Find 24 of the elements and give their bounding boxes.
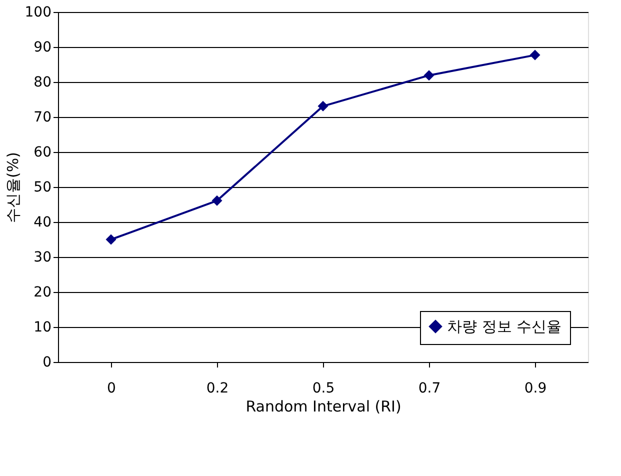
y-tick-label: 40: [34, 214, 52, 230]
x-tick-label: 0: [107, 380, 116, 396]
y-tick-label: 10: [34, 320, 52, 336]
x-tick-label: 0.5: [312, 380, 335, 396]
y-tick-label: 0: [42, 354, 52, 370]
legend-label: 차량 정보 수신율: [447, 318, 562, 336]
y-tick-label: 60: [34, 144, 52, 160]
y-tick-label: 20: [34, 284, 52, 300]
y-tick-label: 30: [34, 250, 52, 266]
y-tick-label: 70: [34, 110, 52, 126]
y-tick-label: 90: [34, 40, 52, 56]
x-tick-label: 0.2: [206, 380, 229, 396]
point: [318, 100, 328, 112]
x-tick-label: 0.9: [524, 380, 547, 396]
x-tick-label: 0.7: [418, 380, 441, 396]
y-tick-label: 80: [34, 74, 52, 90]
y-axis-title: 수신율(%): [4, 152, 22, 223]
point: [530, 50, 540, 60]
y-tick-label: 50: [34, 180, 52, 196]
point: [106, 234, 116, 245]
point: [424, 70, 434, 81]
point: [212, 195, 222, 206]
y-tick-label: 100: [24, 4, 52, 20]
x-axis-title: Random Interval (RI): [246, 398, 402, 416]
